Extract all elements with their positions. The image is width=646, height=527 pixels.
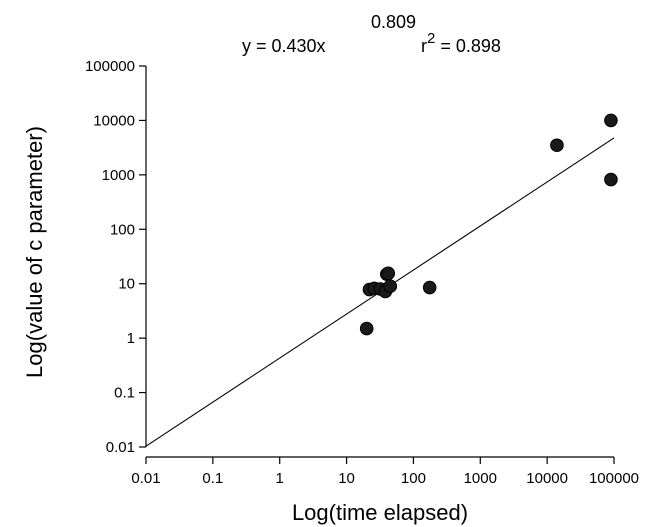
r2-label: r2 = 0.898 xyxy=(421,30,501,56)
data-point xyxy=(422,280,437,295)
r2-value: = 0.898 xyxy=(435,36,501,56)
y-tick-label: 0.1 xyxy=(114,385,135,402)
x-tick-label: 100000 xyxy=(589,470,639,487)
x-tick-label: 100 xyxy=(401,470,426,487)
x-axis-ticks: 0.01 0.1 1 10 100 1000 10000 100000 xyxy=(131,457,639,487)
y-tick-label: 10000 xyxy=(93,112,135,129)
y-tick-label: 1 xyxy=(127,330,135,347)
y-tick-label: 100 xyxy=(110,221,135,238)
r2-prefix: r xyxy=(421,36,427,56)
x-axis-title: Log(time elapsed) xyxy=(292,500,468,525)
data-point xyxy=(381,266,396,281)
data-point xyxy=(359,321,374,336)
fit-equation: y = 0.430x 0.809 r2 = 0.898 xyxy=(242,12,501,56)
data-points xyxy=(359,113,618,336)
y-axis-ticks: 0.01 0.1 1 10 100 1000 10000 100000 xyxy=(85,58,146,456)
x-tick-label: 1 xyxy=(276,470,284,487)
data-point xyxy=(550,138,564,153)
x-tick-label: 10000 xyxy=(526,470,568,487)
y-axis-title: Log(value of c parameter) xyxy=(22,126,47,378)
equation-text: y = 0.430x xyxy=(242,36,326,56)
equation-exponent: 0.809 xyxy=(371,12,416,32)
x-tick-label: 10 xyxy=(338,470,355,487)
y-tick-label: 0.01 xyxy=(106,439,135,456)
y-tick-label: 10 xyxy=(118,276,135,293)
data-point xyxy=(383,279,398,294)
data-point xyxy=(604,172,618,187)
y-tick-label: 100000 xyxy=(85,58,135,75)
x-tick-label: 0.01 xyxy=(131,470,160,487)
x-tick-label: 1000 xyxy=(464,470,497,487)
data-point xyxy=(604,113,618,128)
x-tick-label: 0.1 xyxy=(202,470,223,487)
r2-superscript: 2 xyxy=(427,30,435,47)
y-tick-label: 1000 xyxy=(102,167,135,184)
